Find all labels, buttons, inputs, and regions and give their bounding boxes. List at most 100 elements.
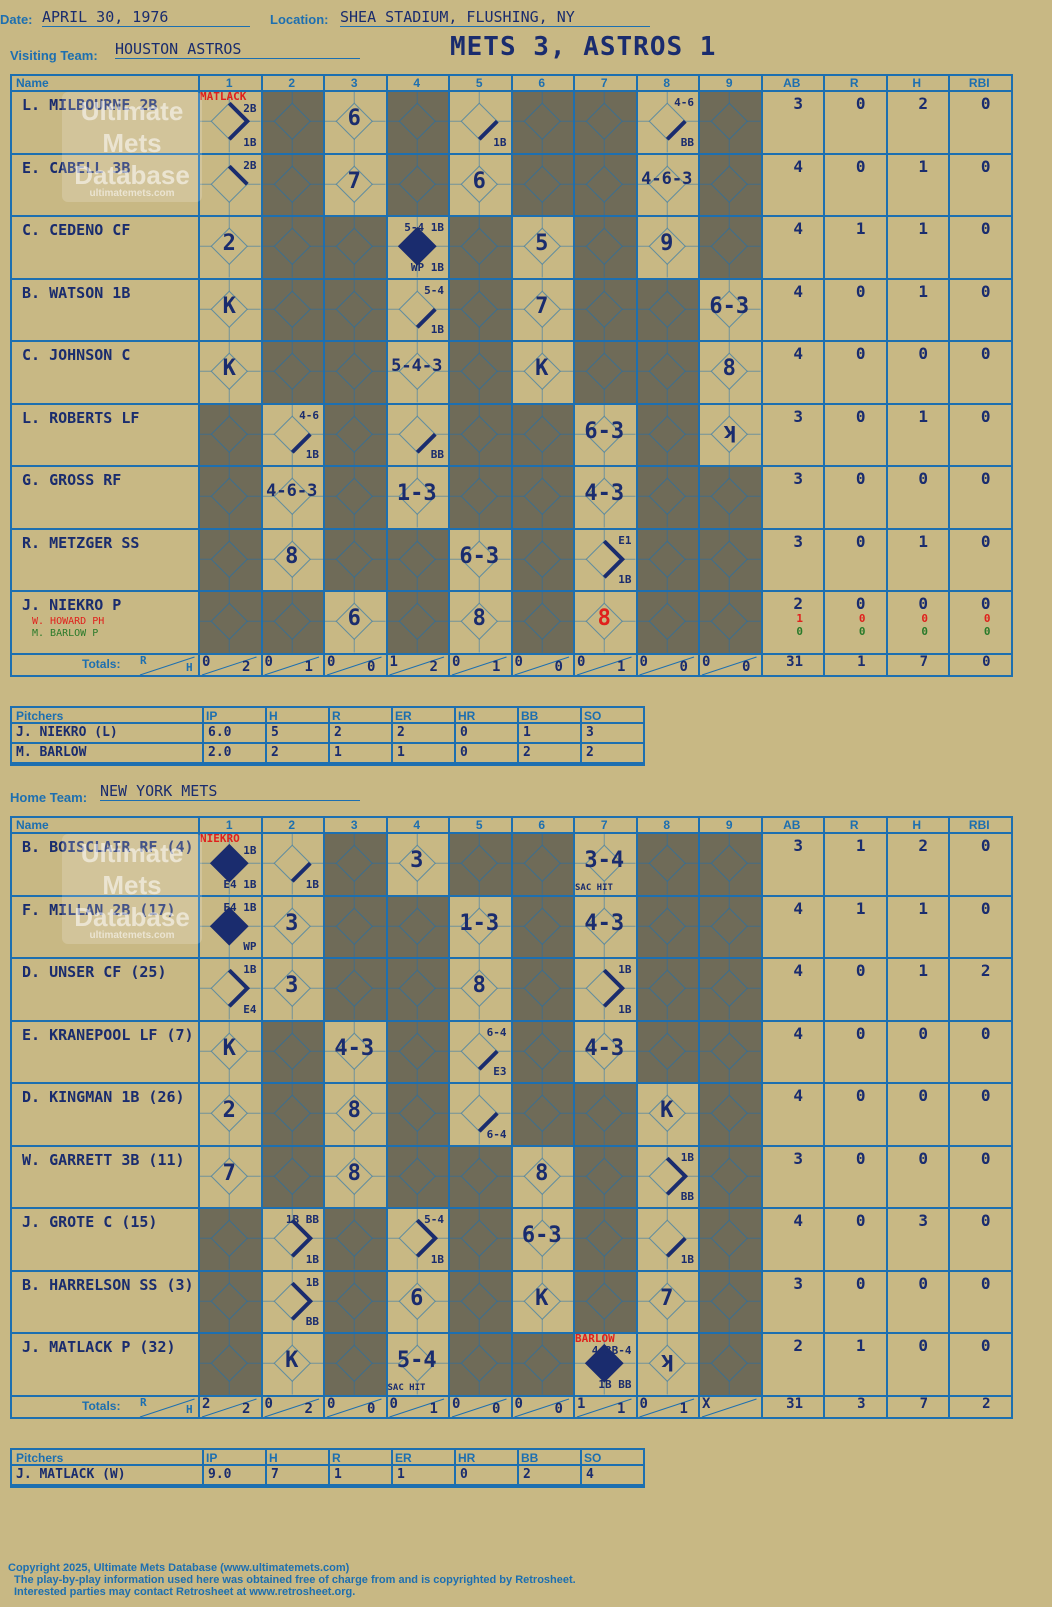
inning-cell[interactable] bbox=[635, 1019, 698, 1082]
inning-cell[interactable]: K bbox=[198, 1019, 261, 1082]
inning-cell[interactable]: 4-3 bbox=[573, 894, 636, 957]
inning-cell[interactable]: NIEKRO 1B E4 1B bbox=[198, 832, 261, 895]
inning-cell[interactable]: 6-3 bbox=[510, 1207, 573, 1270]
inning-cell[interactable] bbox=[448, 832, 511, 895]
inning-cell[interactable]: 1B BB 1B bbox=[260, 1207, 323, 1270]
inning-cell[interactable]: 6-4 bbox=[448, 1082, 511, 1145]
inning-cell[interactable]: 6 bbox=[448, 152, 511, 215]
inning-cell[interactable] bbox=[385, 152, 448, 215]
inning-cell[interactable]: 8 bbox=[260, 527, 323, 590]
inning-cell[interactable] bbox=[698, 527, 761, 590]
inning-cell[interactable] bbox=[260, 340, 323, 403]
inning-cell[interactable] bbox=[323, 215, 386, 278]
inning-cell[interactable] bbox=[323, 527, 386, 590]
inning-cell[interactable] bbox=[573, 215, 636, 278]
inning-cell[interactable] bbox=[510, 1332, 573, 1395]
inning-cell[interactable]: 5-4 1B bbox=[385, 277, 448, 340]
inning-cell[interactable] bbox=[198, 1269, 261, 1332]
inning-cell[interactable]: BB bbox=[385, 402, 448, 465]
inning-cell[interactable] bbox=[510, 402, 573, 465]
inning-cell[interactable]: BARLOW 4-3B-4 1B BB bbox=[573, 1332, 636, 1395]
inning-cell[interactable] bbox=[323, 957, 386, 1020]
inning-cell[interactable] bbox=[198, 590, 261, 653]
inning-cell[interactable] bbox=[510, 1082, 573, 1145]
inning-cell[interactable]: 1B bbox=[448, 90, 511, 153]
inning-cell[interactable] bbox=[323, 1332, 386, 1395]
inning-cell[interactable] bbox=[448, 1144, 511, 1207]
inning-cell[interactable] bbox=[635, 465, 698, 528]
inning-cell[interactable] bbox=[385, 527, 448, 590]
inning-cell[interactable]: 6-3 bbox=[573, 402, 636, 465]
inning-cell[interactable]: 4-6 BB bbox=[635, 90, 698, 153]
inning-cell[interactable]: 1B BB bbox=[635, 1144, 698, 1207]
inning-cell[interactable] bbox=[573, 277, 636, 340]
inning-cell[interactable]: 5-4-3 bbox=[385, 340, 448, 403]
inning-cell[interactable] bbox=[635, 590, 698, 653]
inning-cell[interactable] bbox=[510, 527, 573, 590]
inning-cell[interactable] bbox=[573, 152, 636, 215]
inning-cell[interactable] bbox=[510, 894, 573, 957]
inning-cell[interactable] bbox=[635, 402, 698, 465]
inning-cell[interactable] bbox=[448, 340, 511, 403]
inning-cell[interactable] bbox=[698, 1144, 761, 1207]
inning-cell[interactable] bbox=[323, 1207, 386, 1270]
inning-cell[interactable]: 4-6 1B bbox=[260, 402, 323, 465]
inning-cell[interactable] bbox=[323, 402, 386, 465]
inning-cell[interactable]: K bbox=[198, 340, 261, 403]
inning-cell[interactable] bbox=[698, 832, 761, 895]
inning-cell[interactable] bbox=[698, 894, 761, 957]
inning-cell[interactable] bbox=[510, 957, 573, 1020]
inning-cell[interactable]: 3-4 SAC HIT bbox=[573, 832, 636, 895]
inning-cell[interactable] bbox=[573, 340, 636, 403]
inning-cell[interactable]: E1 1B bbox=[573, 527, 636, 590]
inning-cell[interactable] bbox=[698, 465, 761, 528]
inning-cell[interactable]: 6-3 bbox=[698, 277, 761, 340]
inning-cell[interactable]: 8 bbox=[573, 590, 636, 653]
inning-cell[interactable] bbox=[635, 894, 698, 957]
inning-cell[interactable]: 3 bbox=[260, 957, 323, 1020]
inning-cell[interactable] bbox=[260, 215, 323, 278]
inning-cell[interactable]: 4-3 bbox=[573, 465, 636, 528]
inning-cell[interactable]: 8 bbox=[323, 1082, 386, 1145]
inning-cell[interactable] bbox=[635, 277, 698, 340]
inning-cell[interactable]: 1B bbox=[635, 1207, 698, 1270]
inning-cell[interactable]: K bbox=[510, 340, 573, 403]
inning-cell[interactable]: 7 bbox=[198, 1144, 261, 1207]
inning-cell[interactable] bbox=[510, 152, 573, 215]
inning-cell[interactable]: 8 bbox=[698, 340, 761, 403]
inning-cell[interactable] bbox=[260, 1082, 323, 1145]
inning-cell[interactable] bbox=[448, 1332, 511, 1395]
inning-cell[interactable] bbox=[698, 590, 761, 653]
inning-cell[interactable] bbox=[698, 152, 761, 215]
inning-cell[interactable] bbox=[573, 90, 636, 153]
inning-cell[interactable]: 2B bbox=[198, 152, 261, 215]
inning-cell[interactable]: 5 bbox=[510, 215, 573, 278]
inning-cell[interactable] bbox=[448, 1269, 511, 1332]
inning-cell[interactable] bbox=[198, 1332, 261, 1395]
inning-cell[interactable] bbox=[385, 1144, 448, 1207]
inning-cell[interactable]: 3 bbox=[260, 894, 323, 957]
inning-cell[interactable]: 8 bbox=[448, 957, 511, 1020]
inning-cell[interactable]: 8 bbox=[510, 1144, 573, 1207]
inning-cell[interactable] bbox=[510, 90, 573, 153]
inning-cell[interactable] bbox=[323, 340, 386, 403]
inning-cell[interactable]: 8 bbox=[448, 590, 511, 653]
inning-cell[interactable] bbox=[510, 590, 573, 653]
inning-cell[interactable] bbox=[385, 1082, 448, 1145]
inning-cell[interactable] bbox=[260, 1019, 323, 1082]
inning-cell[interactable]: 3 bbox=[385, 832, 448, 895]
inning-cell[interactable] bbox=[385, 90, 448, 153]
inning-cell[interactable]: 7 bbox=[323, 152, 386, 215]
inning-cell[interactable] bbox=[260, 277, 323, 340]
inning-cell[interactable]: 5-4 1B WP 1B bbox=[385, 215, 448, 278]
inning-cell[interactable]: 6 bbox=[323, 590, 386, 653]
inning-cell[interactable] bbox=[323, 832, 386, 895]
inning-cell[interactable]: K bbox=[260, 1332, 323, 1395]
inning-cell[interactable]: 6-3 bbox=[448, 527, 511, 590]
inning-cell[interactable] bbox=[698, 90, 761, 153]
inning-cell[interactable] bbox=[323, 277, 386, 340]
inning-cell[interactable] bbox=[448, 215, 511, 278]
inning-cell[interactable] bbox=[698, 1207, 761, 1270]
inning-cell[interactable] bbox=[635, 832, 698, 895]
inning-cell[interactable] bbox=[573, 1269, 636, 1332]
